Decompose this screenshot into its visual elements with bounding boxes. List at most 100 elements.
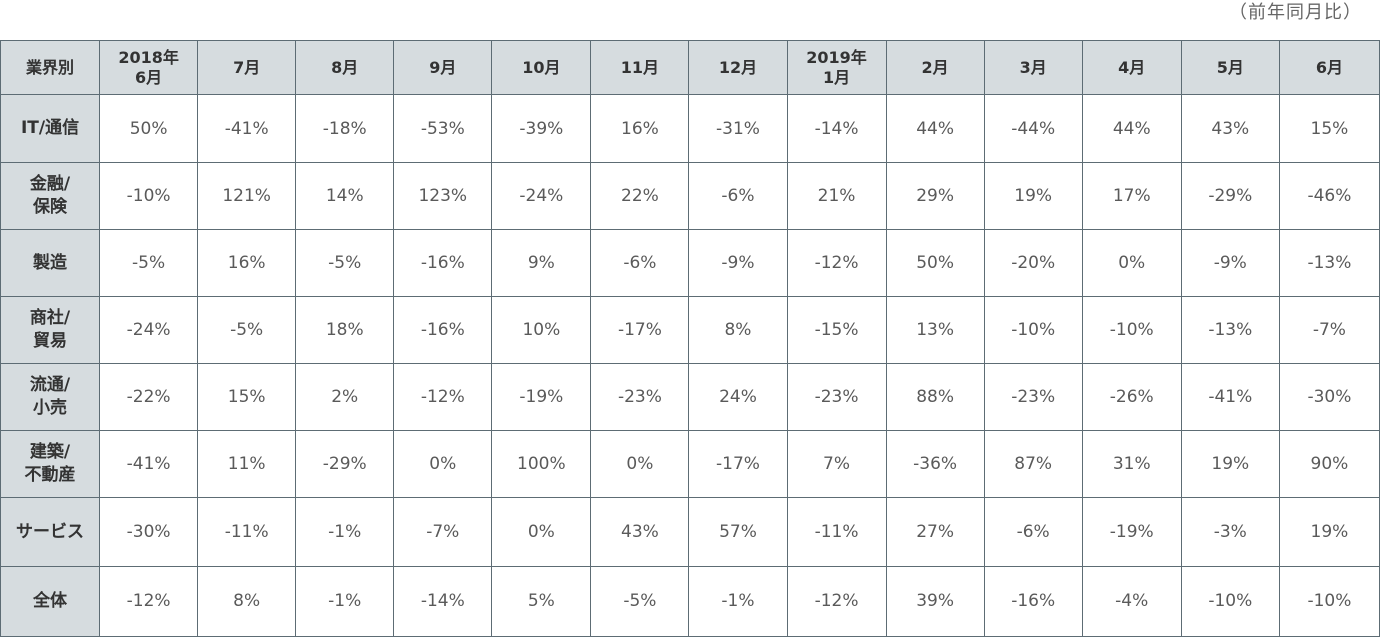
value-cell: 90%: [1278, 430, 1380, 499]
value-cell: -5%: [197, 295, 297, 364]
value-cell: 31%: [1081, 430, 1182, 499]
value-cell: 0%: [1081, 229, 1182, 297]
value-cell: 14%: [295, 162, 395, 231]
value-cell: -10%: [99, 162, 199, 231]
value-cell: -10%: [1180, 565, 1280, 637]
value-cell: 13%: [885, 295, 985, 364]
value-cell: -12%: [393, 362, 493, 432]
value-cell: -14%: [786, 93, 887, 164]
value-cell: -9%: [1180, 229, 1280, 297]
value-cell: -41%: [99, 430, 199, 499]
value-cell: 8%: [197, 565, 297, 637]
value-cell: -7%: [1278, 295, 1380, 364]
value-cell: -7%: [393, 497, 493, 567]
value-cell: -20%: [983, 229, 1083, 297]
value-cell: 16%: [590, 93, 690, 164]
value-cell: -19%: [491, 362, 592, 432]
value-cell: -6%: [688, 162, 788, 231]
value-cell: 0%: [491, 497, 592, 567]
header-month: 3月: [983, 40, 1083, 95]
value-cell: 11%: [197, 430, 297, 499]
row-label: 流通/ 小売: [0, 362, 101, 432]
value-cell: 2%: [295, 362, 395, 432]
value-cell: -10%: [983, 295, 1083, 364]
header-month: 9月: [393, 40, 493, 95]
value-cell: 50%: [885, 229, 985, 297]
value-cell: -4%: [1081, 565, 1182, 637]
value-cell: -13%: [1278, 229, 1380, 297]
value-cell: -36%: [885, 430, 985, 499]
value-cell: 43%: [1180, 93, 1280, 164]
value-cell: -22%: [99, 362, 199, 432]
value-cell: 50%: [99, 93, 199, 164]
value-cell: -23%: [590, 362, 690, 432]
value-cell: -14%: [393, 565, 493, 637]
value-cell: -11%: [197, 497, 297, 567]
value-cell: 100%: [491, 430, 592, 499]
value-cell: 15%: [197, 362, 297, 432]
value-cell: -5%: [295, 229, 395, 297]
value-cell: -3%: [1180, 497, 1280, 567]
table-row: 全体 -12% 8% -1% -14% 5% -5% -1% -12% 39% -16% -4% -10…: [0, 565, 1380, 637]
table-row: 製造 -5% 16% -5% -16% 9% -6% -9% -12% 50% -20% 0% -9% -…: [0, 229, 1380, 297]
value-cell: 7%: [786, 430, 887, 499]
value-cell: -23%: [786, 362, 887, 432]
value-cell: -1%: [688, 565, 788, 637]
row-label: 製造: [0, 229, 101, 297]
value-cell: -6%: [983, 497, 1083, 567]
value-cell: 16%: [197, 229, 297, 297]
header-row: 業界別 2018年 6月 7月 8月 9月 10月 11月 12月 2019年 1月 2月 3月 4月…: [0, 40, 1380, 95]
value-cell: 10%: [491, 295, 592, 364]
value-cell: 57%: [688, 497, 788, 567]
value-cell: -1%: [295, 565, 395, 637]
value-cell: -30%: [1278, 362, 1380, 432]
table-row: IT/通信 50% -41% -18% -53% -39% 16% -31% -14% 44% -4…: [0, 93, 1380, 164]
value-cell: -9%: [688, 229, 788, 297]
value-cell: -46%: [1278, 162, 1380, 231]
table-row: サービス -30% -11% -1% -7% 0% 43% 57% -11% 27% -6% -19%…: [0, 497, 1380, 567]
value-cell: 19%: [1278, 497, 1380, 567]
row-label: 金融/ 保険: [0, 162, 101, 231]
value-cell: -24%: [491, 162, 592, 231]
value-cell: -11%: [786, 497, 887, 567]
table-row: 建築/ 不動産 -41% 11% -29% 0% 100% 0% -17% 7% -36% 87% 3…: [0, 430, 1380, 499]
value-cell: -53%: [393, 93, 493, 164]
value-cell: -10%: [1278, 565, 1380, 637]
value-cell: -17%: [590, 295, 690, 364]
header-industry: 業界別: [0, 40, 101, 95]
value-cell: -39%: [491, 93, 592, 164]
value-cell: -30%: [99, 497, 199, 567]
value-cell: -44%: [983, 93, 1083, 164]
table-body: IT/通信 50% -41% -18% -53% -39% 16% -31% -14% 44% -4…: [0, 93, 1380, 637]
header-month: 2月: [885, 40, 985, 95]
value-cell: 87%: [983, 430, 1083, 499]
value-cell: -16%: [983, 565, 1083, 637]
value-cell: 17%: [1081, 162, 1182, 231]
row-label: 商社/ 貿易: [0, 295, 101, 364]
value-cell: -12%: [786, 565, 887, 637]
value-cell: -31%: [688, 93, 788, 164]
value-cell: -29%: [1180, 162, 1280, 231]
table-row: 金融/ 保険 -10% 121% 14% 123% -24% 22% -6% 21% 29% 19%…: [0, 162, 1380, 231]
value-cell: 21%: [786, 162, 887, 231]
value-cell: -16%: [393, 295, 493, 364]
value-cell: -10%: [1081, 295, 1182, 364]
header-month: 6月: [1278, 40, 1380, 95]
header-month: 12月: [688, 40, 788, 95]
value-cell: -19%: [1081, 497, 1182, 567]
header-month: 10月: [491, 40, 592, 95]
industry-yoy-table: 業界別 2018年 6月 7月 8月 9月 10月 11月 12月 2019年 1月 2月 3月 4月…: [0, 40, 1380, 637]
value-cell: 8%: [688, 295, 788, 364]
value-cell: 43%: [590, 497, 690, 567]
value-cell: -41%: [197, 93, 297, 164]
row-label: 全体: [0, 565, 101, 637]
value-cell: 44%: [885, 93, 985, 164]
value-cell: -41%: [1180, 362, 1280, 432]
value-cell: -5%: [590, 565, 690, 637]
value-cell: -12%: [786, 229, 887, 297]
value-cell: -18%: [295, 93, 395, 164]
value-cell: -29%: [295, 430, 395, 499]
header-month: 8月: [295, 40, 395, 95]
header-month: 11月: [590, 40, 690, 95]
row-label: IT/通信: [0, 93, 101, 164]
